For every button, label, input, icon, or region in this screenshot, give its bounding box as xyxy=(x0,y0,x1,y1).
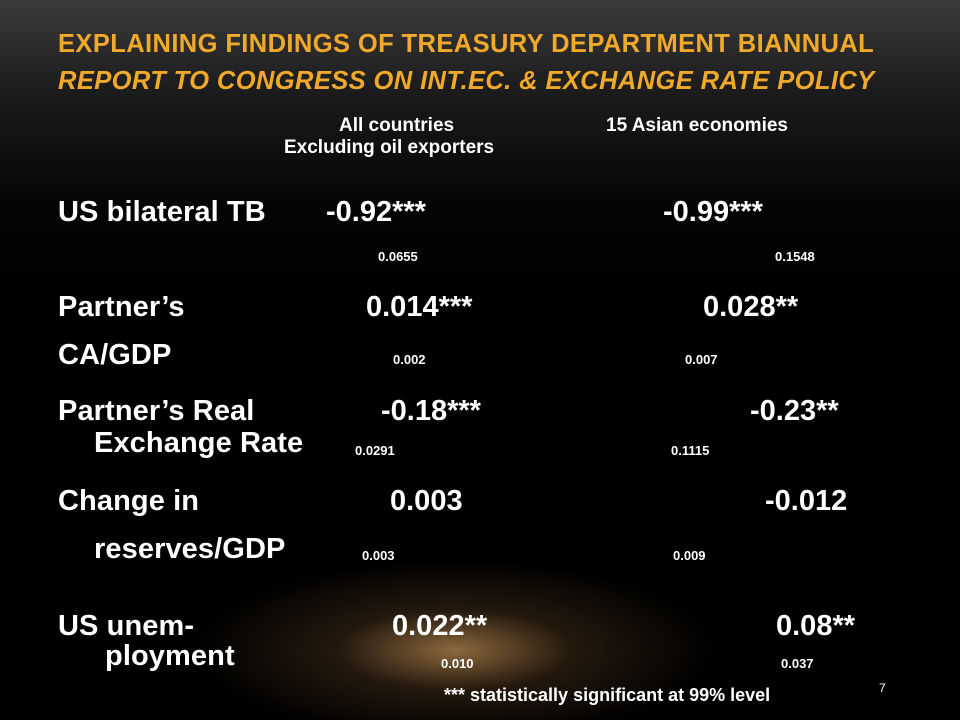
slide-title-line2: Report to Congress on Int.Ec. & Exchange… xyxy=(58,67,875,95)
coef-reserves-all: 0.003 xyxy=(390,485,463,517)
row-label-change-in: Change in xyxy=(58,485,200,517)
se-reserves-all: 0.003 xyxy=(362,548,395,563)
se-rer-asian: 0.1115 xyxy=(671,443,710,458)
slide-title-line1: Explaining findings of Treasury Departme… xyxy=(58,30,875,58)
coef-us-bilateral-tb-all: -0.92*** xyxy=(326,196,426,228)
row-label-us-unem: US unem- xyxy=(58,610,195,642)
se-ca-gdp-asian: 0.007 xyxy=(685,352,718,367)
se-unemployment-asian: 0.037 xyxy=(781,656,814,671)
coef-ca-gdp-all: 0.014*** xyxy=(366,291,473,323)
se-us-bilateral-tb-asian: 0.1548 xyxy=(775,249,815,264)
column-header-all-countries: All countries xyxy=(339,115,455,136)
row-label-us-bilateral-tb: US bilateral TB xyxy=(58,196,266,228)
coef-ca-gdp-asian: 0.028** xyxy=(703,291,799,323)
coef-rer-all: -0.18*** xyxy=(381,395,481,427)
row-label-reserves-gdp: reserves/GDP xyxy=(94,533,286,565)
coef-reserves-asian: -0.012 xyxy=(765,485,848,517)
coef-us-bilateral-tb-asian: -0.99*** xyxy=(663,196,763,228)
page-number: 7 xyxy=(879,681,886,695)
coef-unemployment-asian: 0.08** xyxy=(776,610,856,642)
column-header-excluding-oil: Excluding oil exporters xyxy=(284,137,495,158)
coef-unemployment-all: 0.022** xyxy=(392,610,488,642)
se-rer-all: 0.0291 xyxy=(355,443,395,458)
row-label-partners-real: Partner’s Real xyxy=(58,395,255,427)
se-unemployment-all: 0.010 xyxy=(441,656,474,671)
se-ca-gdp-all: 0.002 xyxy=(393,352,426,367)
se-us-bilateral-tb-all: 0.0655 xyxy=(378,249,418,264)
significance-footnote: *** statistically significant at 99% lev… xyxy=(444,685,771,705)
row-label-exchange-rate: Exchange Rate xyxy=(94,427,304,459)
coef-rer-asian: -0.23** xyxy=(750,395,839,427)
column-header-asian-economies: 15 Asian economies xyxy=(606,115,788,136)
se-reserves-asian: 0.009 xyxy=(673,548,706,563)
row-label-ployment: ployment xyxy=(105,640,235,672)
row-label-partners: Partner’s xyxy=(58,291,185,323)
row-label-ca-gdp: CA/GDP xyxy=(58,339,172,371)
slide-title: Explaining findings of Treasury Departme… xyxy=(58,26,938,100)
